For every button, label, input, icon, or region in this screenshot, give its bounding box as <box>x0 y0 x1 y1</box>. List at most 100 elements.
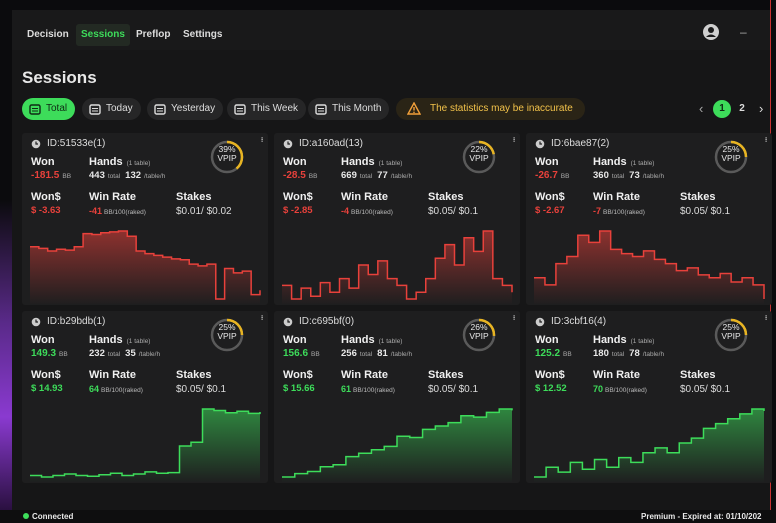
tables-note: (1 table) <box>630 338 655 345</box>
filter-pill[interactable]: This Month <box>308 98 390 120</box>
won-dollars-label: Won$ <box>31 191 61 203</box>
stakes-label: Stakes <box>428 191 464 203</box>
session-card[interactable]: ID:3cbf16(4) ··· 25% VPIP Won 125.2 BB Hands (1 … <box>526 311 772 483</box>
prev-page[interactable]: ‹ <box>699 101 704 116</box>
per-hour-unit: /table/h <box>642 173 665 180</box>
stakes-value: $0.05/ $0.1 <box>680 384 731 395</box>
profit-chart <box>534 408 765 483</box>
filter-label: Total <box>46 103 68 114</box>
license-text: Premium - Expired at: 01/10/202 <box>641 512 762 521</box>
win-rate-number: 64 <box>89 384 100 394</box>
ring-arc <box>462 318 496 352</box>
session-id: ID:51533e(1) <box>47 138 106 149</box>
nav-tab[interactable]: Decision <box>27 29 69 40</box>
status-bar: Connected Premium - Expired at: 01/10/20… <box>0 510 776 523</box>
win-rate-number: -4 <box>341 206 350 216</box>
calendar-icon <box>89 104 101 115</box>
won-dollars-label: Won$ <box>535 369 565 381</box>
page-number[interactable]: 1 <box>713 100 731 118</box>
filter-pill[interactable]: Today <box>82 98 141 120</box>
hands-title: Hands <box>89 334 123 346</box>
won-unit: BB <box>311 351 320 358</box>
hands-title: Hands <box>341 334 375 346</box>
session-card[interactable]: ID:6bae87(2) ··· 25% VPIP Won -26.7 BB Hands (1 … <box>526 133 772 305</box>
menu-dots[interactable]: ··· <box>760 314 772 319</box>
session-card[interactable]: ID:51533e(1) ··· 39% VPIP Won -181.5 BB Hands (1… <box>22 133 268 305</box>
hands-per-hour: 35 <box>125 348 136 359</box>
stakes-label: Stakes <box>176 191 212 203</box>
user-icon[interactable] <box>703 24 719 40</box>
win-rate-value: 70 BB/100(raked) <box>593 383 647 397</box>
profit-line <box>30 408 261 478</box>
nav-tab[interactable]: Preflop <box>136 29 171 40</box>
won-number: -28.5 <box>283 170 306 181</box>
clock-icon <box>31 317 41 327</box>
filter-pill[interactable]: This Week <box>227 98 307 120</box>
tables-note: (1 table) <box>126 160 151 167</box>
minimize-button[interactable]: – <box>740 25 747 39</box>
filter-pill[interactable]: Yesterday <box>147 98 224 120</box>
vpip-ring <box>714 318 748 352</box>
stakes-value: $0.05/ $0.1 <box>428 206 479 217</box>
filter-pill[interactable]: Total <box>22 98 76 120</box>
vpip-percent: 25% <box>218 322 236 332</box>
stakes-label: Stakes <box>680 369 716 381</box>
vpip-percent: 22% <box>470 144 488 154</box>
session-card[interactable]: ID:b29bdb(1) ··· 25% VPIP Won 149.3 BB Hands (1 … <box>22 311 268 483</box>
vpip-ring <box>714 140 748 174</box>
won-value: -28.5 BB <box>283 170 317 183</box>
won-value: 149.3 BB <box>31 348 68 361</box>
hands-label: Hands (1 table) <box>341 334 402 348</box>
session-card[interactable]: ID:c695bf(0) ··· 26% VPIP Won 156.6 BB Hands (1 … <box>274 311 520 483</box>
session-id: ID:c695bf(0) <box>299 316 355 327</box>
ring-arc <box>714 318 748 352</box>
won-number: 125.2 <box>535 348 561 359</box>
menu-dots[interactable]: ··· <box>508 136 520 141</box>
win-rate-label: Win Rate <box>341 369 388 381</box>
filter-label: This Week <box>251 103 299 114</box>
nav-tab[interactable]: Settings <box>183 29 223 40</box>
page-title: Sessions <box>22 68 97 87</box>
win-rate-label: Win Rate <box>89 191 136 203</box>
session-id: ID:b29bdb(1) <box>47 316 106 327</box>
session-card[interactable]: ID:a160ad(13) ··· 22% VPIP Won -28.5 BB Hands (1… <box>274 133 520 305</box>
won-unit: BB <box>560 173 570 180</box>
profit-chart <box>282 408 513 483</box>
win-rate-label: Win Rate <box>593 369 640 381</box>
nav-tab[interactable]: Sessions <box>76 24 130 46</box>
ring-arc <box>210 140 244 174</box>
vpip-ring <box>462 318 496 352</box>
won-label: Won <box>31 334 55 346</box>
hands-per-hour: 81 <box>377 348 388 359</box>
hands-total: 443 <box>89 170 105 181</box>
menu-dots[interactable]: ··· <box>256 136 268 141</box>
vpip-label: VPIP <box>469 331 489 341</box>
win-rate-label: Win Rate <box>341 191 388 203</box>
menu-dots[interactable]: ··· <box>760 136 772 141</box>
per-hour-unit: /table/h <box>144 173 166 180</box>
page-number[interactable]: 2 <box>739 103 745 114</box>
won-dollars-value: $ -2.67 <box>535 205 565 216</box>
vpip-ring <box>210 140 244 174</box>
won-value: -181.5 BB <box>31 170 71 183</box>
hands-per-hour: 77 <box>377 170 388 181</box>
hands-per-hour: 73 <box>629 170 640 181</box>
profit-area <box>534 409 764 483</box>
per-hour-unit: /table/h <box>390 173 413 180</box>
hands-total: 669 <box>341 170 357 181</box>
win-rate-label: Win Rate <box>593 191 640 203</box>
win-rate-value: -4 BB/100(raked) <box>341 205 393 219</box>
menu-dots[interactable]: ··· <box>508 314 520 319</box>
calendar-icon <box>234 104 246 115</box>
vpip-label: VPIP <box>217 153 237 163</box>
profit-chart <box>534 230 765 305</box>
filter-label: This Month <box>332 103 382 114</box>
hands-label: Hands (1 table) <box>89 334 150 348</box>
stakes-label: Stakes <box>428 369 464 381</box>
warning-icon <box>407 102 421 115</box>
total-unit: total <box>107 351 121 358</box>
menu-dots[interactable]: ··· <box>256 314 268 319</box>
warning-banner: The statistics may be inaccurate <box>396 98 585 120</box>
next-page[interactable]: › <box>759 101 764 116</box>
won-dollars-value: $ 15.66 <box>283 383 315 394</box>
